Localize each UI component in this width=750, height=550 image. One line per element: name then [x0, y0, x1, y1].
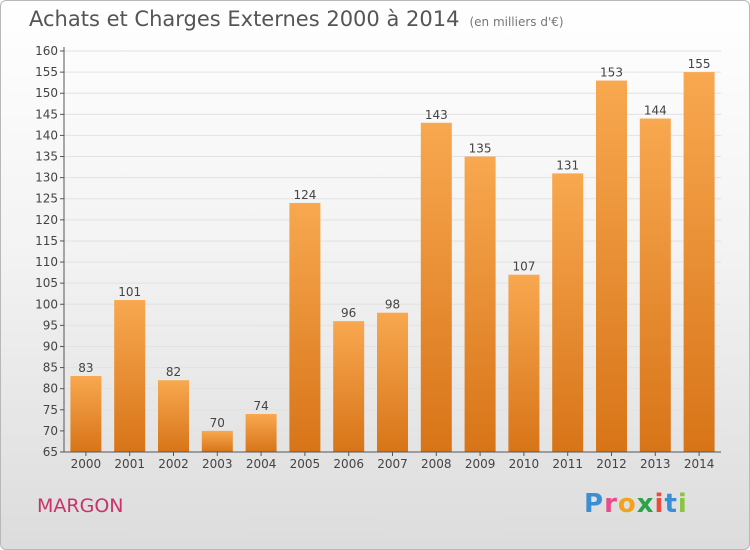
y-tick-label: 90 [43, 339, 58, 353]
logo-letter: i [654, 489, 665, 519]
bar-2010 [508, 274, 540, 452]
data-label-2008: 143 [425, 108, 448, 122]
logo-letter: P [584, 489, 605, 519]
data-label-2011: 131 [556, 158, 579, 172]
y-tick-label: 155 [35, 65, 58, 79]
x-tick-label-2009: 2009 [465, 457, 496, 471]
data-labels: 83 101 82 70 74 124 96 98 143 135 107 131 153 144 155 [78, 57, 710, 430]
bar-2001 [114, 300, 146, 452]
bar-2003 [201, 430, 233, 452]
y-tick-label: 125 [35, 192, 58, 206]
x-tick-label-2000: 2000 [71, 457, 102, 471]
x-tick-label-2002: 2002 [158, 457, 189, 471]
y-tick-label: 140 [35, 128, 58, 142]
x-tick-label-2001: 2001 [114, 457, 145, 471]
x-tick-label-2013: 2013 [640, 457, 671, 471]
y-tick-label: 130 [35, 171, 58, 185]
y-tick-label: 105 [35, 276, 58, 290]
x-tick-label-2004: 2004 [246, 457, 277, 471]
unit-label: (en milliers d'€) [469, 15, 564, 29]
bar-2014 [683, 72, 715, 453]
y-tick-label: 100 [35, 297, 58, 311]
bar-2004 [245, 414, 277, 452]
y-tick-label: 160 [35, 44, 58, 58]
data-label-2003: 70 [210, 416, 225, 430]
bars [70, 72, 715, 453]
data-label-2001: 101 [118, 285, 141, 299]
data-label-2009: 135 [469, 142, 492, 156]
y-tick-label: 135 [35, 150, 58, 164]
logo-letter: x [636, 489, 655, 519]
x-tick-label-2007: 2007 [377, 457, 408, 471]
bar-2012 [596, 80, 627, 453]
x-tick-label-2011: 2011 [552, 457, 583, 471]
data-label-2006: 96 [341, 306, 356, 320]
data-label-2013: 144 [644, 104, 667, 118]
data-label-2005: 124 [293, 188, 316, 202]
x-tick-label-2005: 2005 [290, 457, 321, 471]
commune-name: MARGON [37, 495, 124, 517]
x-tick-label-2014: 2014 [684, 457, 715, 471]
x-tick-label-2008: 2008 [421, 457, 452, 471]
y-tick-label: 70 [43, 424, 58, 438]
data-label-2007: 98 [385, 298, 400, 312]
x-tick-label-2010: 2010 [509, 457, 540, 471]
bar-2009 [464, 156, 496, 453]
data-label-2010: 107 [512, 260, 535, 274]
y-tick-label: 150 [35, 86, 58, 100]
data-label-2000: 83 [78, 361, 93, 375]
y-tick-label: 85 [43, 361, 58, 375]
y-tick-label: 120 [35, 213, 58, 227]
logo-letter: r [604, 489, 618, 519]
logo-letter: t [664, 489, 678, 519]
bar-2013 [639, 118, 671, 453]
logo-letter: o [617, 489, 637, 519]
axes: 65 70 75 80 85 90 95 100 105 110 115 120 125 130 135 14… [35, 44, 721, 471]
y-tick-label: 95 [43, 318, 58, 332]
y-tick-label: 65 [43, 445, 58, 459]
y-tick-label: 115 [35, 234, 58, 248]
bar-2008 [420, 122, 452, 452]
x-tick-label-2012: 2012 [596, 457, 627, 471]
bar-2011 [552, 173, 584, 452]
chart-title: Achats et Charges Externes 2000 à 2014 (e… [29, 7, 564, 31]
bar-2007 [377, 312, 408, 452]
title-text: Achats et Charges Externes 2000 à 2014 [29, 7, 460, 31]
data-label-2014: 155 [688, 57, 711, 71]
data-label-2002: 82 [166, 365, 181, 379]
x-tick-label-2006: 2006 [333, 457, 364, 471]
y-tick-label: 145 [35, 107, 58, 121]
data-label-2012: 153 [600, 66, 623, 80]
logo-letter: i [677, 489, 688, 519]
bar-2000 [70, 376, 102, 452]
bar-2005 [289, 202, 321, 452]
y-tick-label: 75 [43, 403, 58, 417]
data-label-2004: 74 [253, 399, 268, 413]
proxiti-logo: Proxiti [584, 489, 688, 519]
x-tick-label-2003: 2003 [202, 457, 233, 471]
bar-2002 [158, 380, 189, 452]
y-tick-label: 110 [35, 255, 58, 269]
bar-2006 [333, 321, 365, 452]
y-tick-label: 80 [43, 382, 58, 396]
